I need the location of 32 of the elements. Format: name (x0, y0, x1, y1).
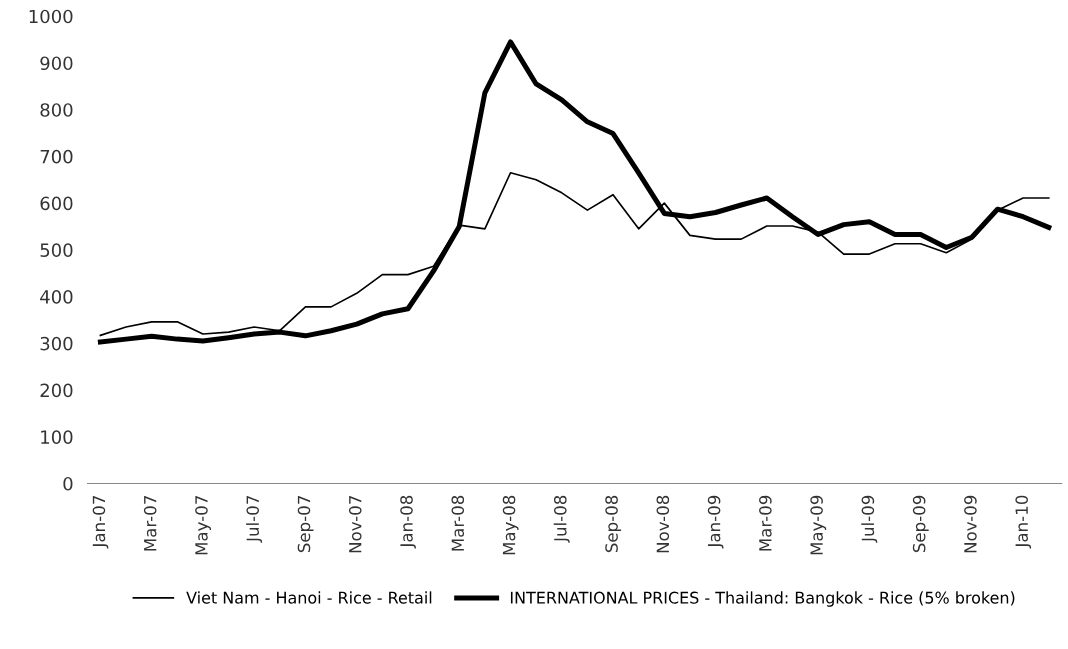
x-tick-label: Jul-07 (246, 496, 263, 543)
y-tick-label: 0 (63, 476, 73, 491)
y-tick-label: 1000 (29, 9, 73, 24)
x-tick-label: Sep-08 (605, 495, 622, 553)
x-tick-label: Jan-09 (707, 495, 724, 549)
y-tick-label: 900 (40, 56, 73, 71)
x-tick-label: Nov-08 (656, 495, 670, 553)
x-tick-label: May-07 (195, 496, 211, 555)
x-tick-label: Sep-07 (297, 496, 314, 553)
y-tick-label: 600 (40, 196, 73, 211)
y-tick-label: 100 (41, 430, 73, 444)
legend-label: INTERNATIONAL PRICES - Thailand: Bangkok - Rice (5% broken) (510, 591, 1015, 607)
y-tick-label: 200 (40, 383, 73, 398)
x-tick-label: May-09 (810, 495, 827, 555)
x-tick-label: Jan-07 (92, 496, 109, 549)
x-tick-label: Nov-07 (348, 496, 362, 553)
x-tick-label: Jan-10 (1015, 495, 1032, 549)
x-tick-label: Jul-09 (861, 495, 878, 543)
y-tick-label: 400 (40, 290, 73, 304)
y-tick-label: 500 (40, 243, 73, 257)
x-tick-label: Mar-07 (143, 496, 157, 551)
x-tick-label: Jan-08 (400, 495, 416, 549)
x-tick-label: Mar-09 (759, 495, 772, 551)
y-tick-label: 800 (40, 103, 73, 117)
y-tick-label: 700 (40, 149, 73, 164)
x-tick-label: Mar-08 (451, 495, 465, 551)
legend-label: Viet Nam - Hanoi - Rice - Retail (186, 591, 432, 604)
x-tick-label: Sep-09 (912, 495, 929, 553)
x-tick-label: Nov-09 (964, 495, 977, 553)
x-tick-label: May-08 (502, 495, 519, 555)
y-tick-label: 300 (40, 336, 73, 351)
x-tick-label: Jul-08 (553, 495, 570, 543)
